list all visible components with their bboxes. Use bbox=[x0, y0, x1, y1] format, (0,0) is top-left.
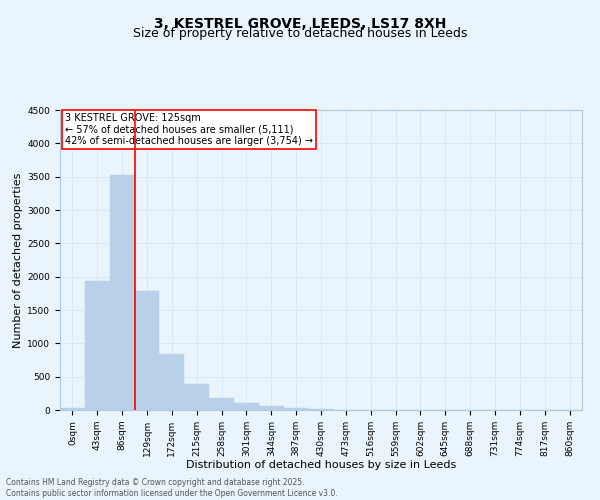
X-axis label: Distribution of detached houses by size in Leeds: Distribution of detached houses by size … bbox=[186, 460, 456, 470]
Bar bbox=[160, 354, 184, 410]
Bar bbox=[284, 408, 308, 410]
Y-axis label: Number of detached properties: Number of detached properties bbox=[13, 172, 23, 348]
Text: Contains HM Land Registry data © Crown copyright and database right 2025.
Contai: Contains HM Land Registry data © Crown c… bbox=[6, 478, 338, 498]
Text: Size of property relative to detached houses in Leeds: Size of property relative to detached ho… bbox=[133, 28, 467, 40]
Bar bbox=[234, 404, 259, 410]
Bar bbox=[85, 282, 110, 410]
Bar bbox=[259, 406, 284, 410]
Bar bbox=[134, 292, 160, 410]
Bar bbox=[184, 384, 209, 410]
Bar bbox=[209, 398, 234, 410]
Text: 3 KESTREL GROVE: 125sqm
← 57% of detached houses are smaller (5,111)
42% of semi: 3 KESTREL GROVE: 125sqm ← 57% of detache… bbox=[65, 113, 313, 146]
Bar bbox=[110, 176, 134, 410]
Text: 3, KESTREL GROVE, LEEDS, LS17 8XH: 3, KESTREL GROVE, LEEDS, LS17 8XH bbox=[154, 18, 446, 32]
Bar bbox=[60, 408, 85, 410]
